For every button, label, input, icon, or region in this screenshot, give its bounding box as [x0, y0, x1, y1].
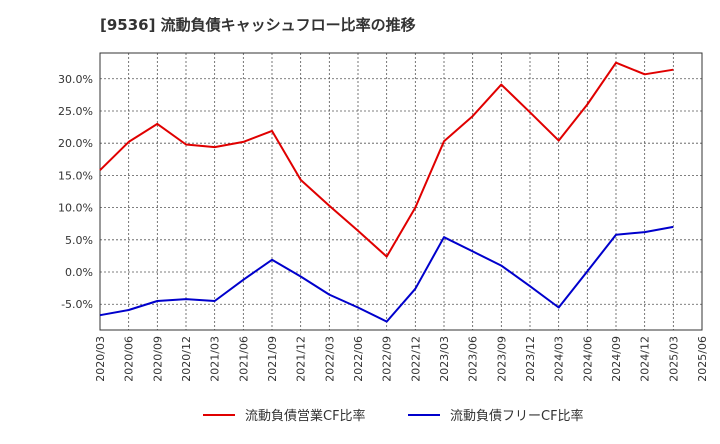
legend-label-1: 流動負債営業CF比率	[245, 408, 366, 424]
y-tick-label: 30.0%	[58, 73, 93, 86]
x-tick-label: 2022/09	[381, 336, 394, 382]
y-tick-label: 15.0%	[58, 169, 93, 182]
x-tick-label: 2023/06	[467, 336, 480, 382]
x-tick-label: 2025/06	[696, 336, 709, 382]
x-tick-label: 2023/09	[495, 336, 508, 382]
legend: 流動負債営業CF比率 流動負債フリーCF比率	[203, 408, 584, 424]
x-tick-label: 2024/12	[639, 336, 652, 382]
x-tick-label: 2025/03	[667, 336, 680, 382]
x-tick-label: 2021/12	[295, 336, 308, 382]
series-line-2	[99, 225, 674, 323]
x-tick-label: 2021/03	[209, 336, 222, 382]
x-tick-label: 2024/03	[553, 336, 566, 382]
x-tick-label: 2023/12	[524, 336, 537, 382]
x-tick-label: 2020/06	[123, 336, 136, 382]
x-tick-label: 2020/03	[94, 336, 107, 382]
y-tick-label: 5.0%	[65, 234, 93, 247]
x-tick-label: 2022/03	[323, 336, 336, 382]
legend-label-2: 流動負債フリーCF比率	[450, 408, 584, 424]
x-tick-label: 2022/06	[352, 336, 365, 382]
x-tick-label: 2020/12	[180, 336, 193, 382]
chart-title: [9536] 流動負債キャッシュフロー比率の推移	[100, 16, 416, 34]
x-tick-label: 2021/09	[266, 336, 279, 382]
axes: 2020/03 2020/06 2020/09 2020/12 2021/03 2021/…	[58, 52, 709, 382]
x-tick-label: 2023/03	[438, 336, 451, 382]
y-tick-label: 20.0%	[58, 137, 93, 150]
y-tick-label: 10.0%	[58, 202, 93, 215]
y-tick-label: 25.0%	[58, 105, 93, 118]
x-tick-label: 2022/12	[409, 336, 422, 382]
series-lines	[99, 61, 674, 323]
gridlines	[100, 53, 702, 330]
x-tick-label: 2021/06	[237, 336, 250, 382]
x-tick-label: 2020/09	[151, 336, 164, 382]
y-tick-label: -5.0%	[61, 298, 93, 311]
x-tick-label: 2024/06	[581, 336, 594, 382]
series-line-1	[99, 61, 674, 258]
y-tick-label: 0.0%	[65, 266, 93, 279]
plot-frame	[99, 52, 703, 331]
x-tick-label: 2024/09	[610, 336, 623, 382]
